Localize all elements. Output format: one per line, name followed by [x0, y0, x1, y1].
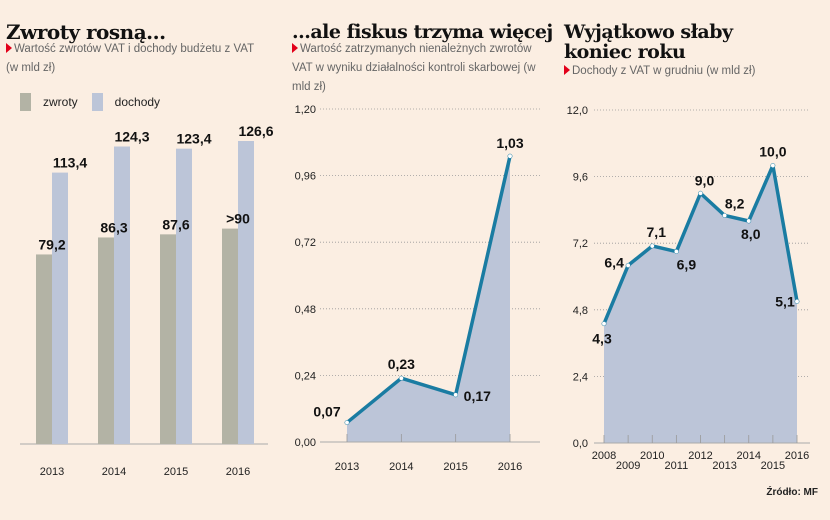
- label-dochody-2016: 126,6: [238, 123, 273, 139]
- x-tick-3-2011: 2011: [665, 460, 689, 472]
- x-tick-2016: 2016: [226, 466, 250, 478]
- x-tick-2013: 2013: [40, 466, 64, 478]
- bar-dochody-2013: [52, 172, 68, 445]
- y-tick-2-3: 0,72: [295, 237, 316, 249]
- panel2-subtitle-text: Wartość zatrzymanych nienależnych zwrotó…: [292, 43, 536, 93]
- point-2-2014: [398, 375, 404, 381]
- legend-label-dochody: dochody: [114, 95, 161, 109]
- y-tick-2-0: 0,00: [295, 437, 316, 449]
- x-tick-2-2015: 2015: [443, 461, 467, 473]
- label-zwroty-2013: 79,2: [38, 236, 65, 252]
- label-zwroty-2015: 87,6: [162, 216, 189, 232]
- y-tick-3-0: 0,0: [573, 438, 588, 450]
- panel3-subtitle: Dochody z VAT w grudniu (w mld zł): [564, 62, 826, 81]
- point-2-2016: [507, 153, 513, 159]
- bar-zwroty-2015: [160, 234, 176, 444]
- y-tick-3-4: 9,6: [573, 172, 588, 184]
- bar-zwroty-2016: [222, 228, 238, 444]
- y-tick-3-2: 4,8: [573, 305, 588, 317]
- data-label-3-2016: 5,1: [775, 293, 795, 309]
- bar-zwroty-2013: [36, 254, 52, 444]
- label-dochody-2015: 123,4: [176, 131, 211, 147]
- label-dochody-2014: 124,3: [114, 129, 149, 145]
- series-line-2: [345, 155, 512, 424]
- point-3-2015: [770, 163, 776, 168]
- panel3-title-line1: Wyjątkowo słaby: [564, 21, 733, 43]
- y-tick-2-2: 0,48: [295, 304, 316, 316]
- y-tick-2-4: 0,96: [295, 171, 316, 183]
- data-label-2-2013: 0,07: [313, 404, 340, 420]
- x-tick-3-2008: 2008: [592, 450, 616, 462]
- x-tick-2015: 2015: [164, 466, 188, 478]
- legend: zwroty dochody: [20, 93, 160, 111]
- x-tick-3-2014: 2014: [737, 450, 761, 462]
- legend-label-zwroty: zwroty: [43, 95, 78, 109]
- bar-zwroty-2014: [98, 237, 114, 444]
- legend-swatch-dochody: [91, 93, 103, 111]
- x-tick-2-2016: 2016: [498, 461, 522, 473]
- y-tick-2-1: 0,24: [295, 370, 316, 382]
- panel2-title: ...ale fiskus trzyma więcej: [292, 21, 553, 43]
- point-2-2015: [453, 392, 459, 398]
- panel1-subtitle-text: Wartość zwrotów VAT i dochody budżetu z …: [6, 43, 254, 74]
- x-tick-3-2010: 2010: [640, 450, 664, 462]
- data-label-3-2008: 4,3: [592, 331, 612, 347]
- point-3-2013: [722, 213, 728, 218]
- panel3-title-line2: koniec roku: [564, 41, 686, 63]
- point-3-2009: [625, 262, 631, 268]
- data-label-3-2009: 6,4: [604, 254, 624, 270]
- point-3-2008: [601, 321, 607, 327]
- area-fill-2: [347, 156, 510, 443]
- bar-dochody-2015: [176, 148, 192, 445]
- point-3-2016: [794, 299, 800, 304]
- data-label-3-2015: 10,0: [759, 144, 786, 160]
- point-3-2014: [746, 218, 752, 224]
- x-tick-3-2009: 2009: [616, 460, 640, 472]
- y-tick-2-5: 1,20: [295, 104, 316, 116]
- data-label-3-2010: 7,1: [647, 224, 667, 240]
- panel1-subtitle: Wartość zwrotów VAT i dochody budżetu z …: [6, 40, 266, 78]
- y-tick-3-3: 7,2: [573, 238, 588, 250]
- x-tick-3-2016: 2016: [785, 450, 809, 462]
- data-label-3-2013: 8,2: [725, 195, 745, 211]
- label-zwroty-2014: 86,3: [100, 219, 127, 235]
- data-label-2-2016: 1,03: [496, 135, 523, 151]
- data-label-3-2014: 8,0: [741, 226, 761, 242]
- panel3-subtitle-text: Dochody z VAT w grudniu (w mld zł): [572, 65, 756, 77]
- source-note: Źródło: MF: [766, 487, 818, 498]
- triangle-marker-icon: [292, 43, 298, 53]
- data-label-2-2014: 0,23: [388, 356, 415, 372]
- bar-dochody-2016: [238, 141, 254, 444]
- point-3-2010: [649, 243, 655, 249]
- data-label-3-2012: 9,0: [695, 172, 715, 188]
- x-tick-2-2013: 2013: [335, 461, 359, 473]
- y-tick-3-1: 2,4: [573, 371, 588, 383]
- x-tick-3-2015: 2015: [761, 460, 785, 472]
- triangle-marker-icon: [564, 65, 570, 75]
- area-fill-3: [604, 165, 797, 443]
- label-dochody-2013: 113,4: [53, 155, 87, 171]
- data-label-3-2011: 6,9: [677, 257, 697, 273]
- x-tick-3-2013: 2013: [712, 460, 736, 472]
- panel1-title: Zwroty rosną...: [6, 20, 166, 44]
- point-2-2013: [344, 420, 350, 426]
- bar-dochody-2014: [114, 146, 130, 444]
- point-3-2012: [698, 190, 703, 196]
- x-tick-2-2014: 2014: [389, 461, 413, 473]
- data-label-2-2015: 0,17: [464, 388, 491, 404]
- point-3-2011: [673, 249, 679, 254]
- panel3-title: Wyjątkowo słaby koniec roku: [564, 22, 733, 62]
- legend-swatch-zwroty: [20, 93, 31, 111]
- x-tick-3-2012: 2012: [688, 450, 712, 462]
- x-tick-2014: 2014: [102, 466, 126, 478]
- panel2-subtitle: Wartość zatrzymanych nienależnych zwrotó…: [292, 40, 554, 97]
- y-tick-3-5: 12,0: [567, 105, 588, 117]
- triangle-marker-icon: [6, 43, 12, 53]
- label-zwroty-2016: >90: [226, 211, 250, 227]
